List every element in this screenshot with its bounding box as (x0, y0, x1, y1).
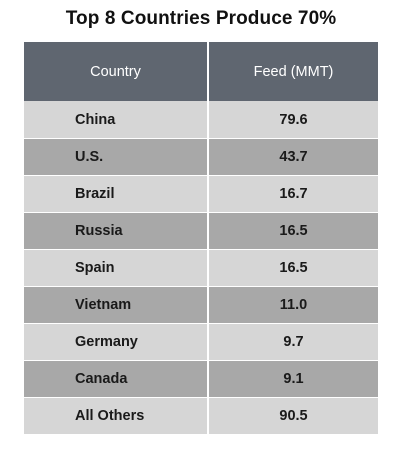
feed-value-cell: 43.7 (279, 149, 308, 165)
table-header-row: Country Feed (MMT) (24, 42, 378, 101)
table-row: U.S. 43.7 (24, 138, 378, 175)
country-cell: Spain (24, 250, 209, 286)
feed-value-cell: 90.5 (279, 408, 308, 424)
table-row: Vietnam 11.0 (24, 286, 378, 323)
column-header-country: Country (24, 42, 209, 101)
table-row: Russia 16.5 (24, 212, 378, 249)
feed-value-cell: 11.0 (279, 297, 308, 313)
feed-value-cell: 16.7 (279, 186, 308, 202)
country-cell: Canada (24, 361, 209, 397)
country-cell: Germany (24, 324, 209, 360)
table-row: Brazil 16.7 (24, 175, 378, 212)
country-cell: Brazil (24, 176, 209, 212)
feed-value-cell: 9.7 (283, 334, 304, 350)
country-cell: Russia (24, 213, 209, 249)
table-row: Germany 9.7 (24, 323, 378, 360)
country-cell: Vietnam (24, 287, 209, 323)
feed-value-cell: 79.6 (279, 111, 308, 128)
country-cell: China (24, 101, 209, 138)
table-row: Canada 9.1 (24, 360, 378, 397)
table-body: China 79.6 U.S. 43.7 Brazil 16.7 Russia 16.5 Spa… (24, 101, 378, 434)
feed-value-cell: 16.5 (279, 260, 308, 276)
country-cell: U.S. (24, 139, 209, 175)
table-row: Spain 16.5 (24, 249, 378, 286)
feed-value-cell: 16.5 (279, 223, 308, 239)
feed-value-cell: 9.1 (283, 371, 304, 387)
column-header-feed: Feed (MMT) (253, 63, 334, 80)
table-row: All Others 90.5 (24, 397, 378, 434)
country-cell: All Others (24, 398, 209, 434)
table-row: China 79.6 (24, 101, 378, 138)
data-table: Country Feed (MMT) China 79.6 U.S. 43.7 Braz… (24, 42, 378, 434)
chart-title: Top 8 Countries Produce 70% (65, 8, 337, 29)
